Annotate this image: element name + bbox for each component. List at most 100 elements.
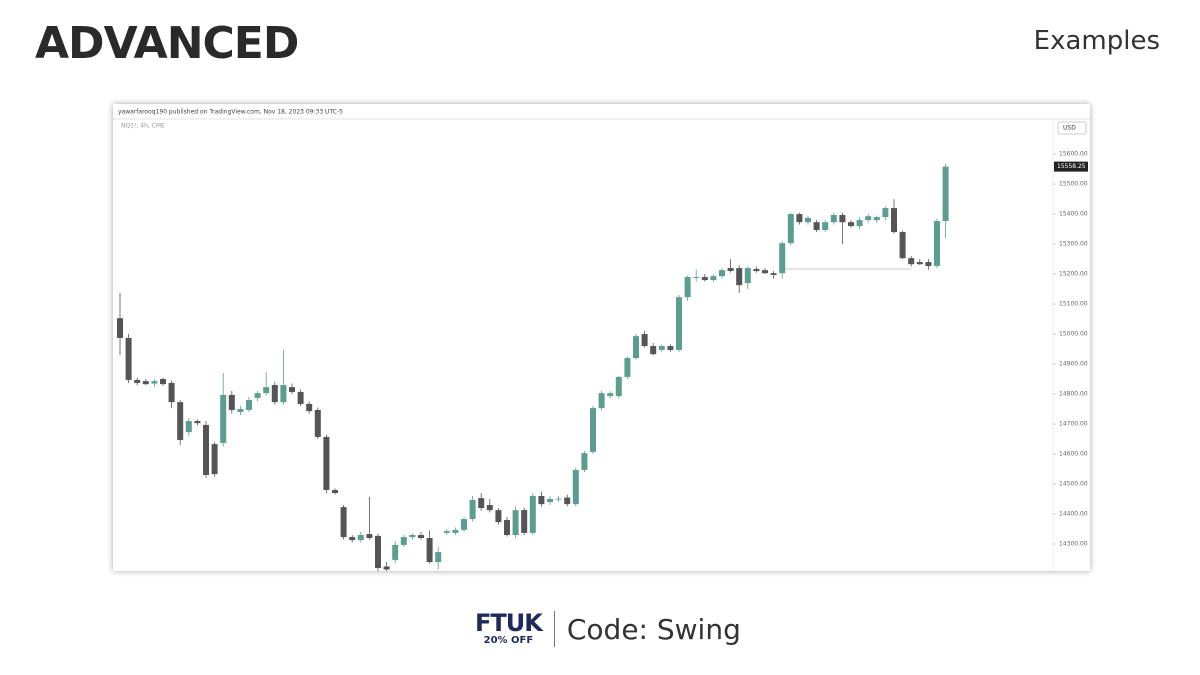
candle-body bbox=[177, 402, 184, 440]
y-tick-label: 15300.00 bbox=[1059, 241, 1088, 248]
candle-body bbox=[512, 510, 519, 536]
candle-body bbox=[762, 270, 768, 274]
candle-body bbox=[125, 337, 132, 380]
candle-body bbox=[168, 382, 175, 403]
candle-body bbox=[461, 519, 467, 530]
symbol-label: NQ1!, 4h, CME bbox=[121, 123, 165, 130]
section-label: Examples bbox=[1033, 26, 1160, 56]
candle-body bbox=[908, 258, 915, 265]
candle-body bbox=[418, 535, 424, 539]
candle-body bbox=[590, 408, 596, 452]
candle-body bbox=[684, 277, 691, 298]
candle-body bbox=[340, 507, 347, 538]
candle-body bbox=[529, 496, 536, 533]
y-tick-label: 15200.00 bbox=[1059, 271, 1088, 278]
candle-body bbox=[332, 490, 338, 494]
candle-body bbox=[297, 391, 304, 404]
y-tick-label: 14900.00 bbox=[1059, 361, 1088, 368]
candle-body bbox=[873, 217, 880, 221]
candle-body bbox=[839, 214, 846, 223]
candle-body bbox=[435, 552, 442, 563]
candle-body bbox=[615, 376, 622, 397]
candle-body bbox=[813, 222, 820, 230]
brand-name: FTUK bbox=[475, 609, 543, 637]
candle-body bbox=[650, 346, 657, 355]
promo-code: Code: Swing bbox=[566, 612, 741, 646]
candle-body bbox=[555, 498, 562, 500]
candle-body bbox=[693, 277, 700, 278]
candle-body bbox=[641, 334, 648, 347]
candle-body bbox=[770, 273, 777, 275]
candle-body bbox=[452, 529, 459, 533]
candle-body bbox=[598, 393, 605, 409]
candle-body bbox=[848, 222, 854, 227]
candle-body bbox=[676, 297, 682, 350]
candle-body bbox=[710, 276, 717, 281]
y-tick-label: 15400.00 bbox=[1059, 211, 1088, 218]
candle-body bbox=[357, 535, 364, 541]
candle-body bbox=[779, 243, 786, 274]
candle-body bbox=[658, 346, 665, 350]
candle-body bbox=[736, 268, 743, 286]
candle-body bbox=[547, 499, 553, 503]
last-price-box bbox=[1054, 161, 1088, 172]
last-price-label: 15558.25 bbox=[1057, 163, 1086, 170]
chart: yawarfarooq190 published on TradingView.… bbox=[113, 109, 1090, 571]
footer: FTUK 20% OFF Code: Swing bbox=[475, 608, 741, 650]
y-tick-label: 14500.00 bbox=[1059, 481, 1088, 488]
y-tick-label: 15600.00 bbox=[1059, 151, 1088, 158]
candle-body bbox=[891, 208, 897, 233]
candle-body bbox=[228, 394, 235, 410]
candle-body bbox=[426, 538, 433, 563]
candle-body bbox=[504, 520, 510, 536]
y-tick-label: 14800.00 bbox=[1059, 391, 1088, 398]
candle-body bbox=[237, 409, 244, 413]
candle-body bbox=[865, 216, 872, 221]
candle-body bbox=[246, 400, 252, 410]
candle-body bbox=[314, 409, 321, 437]
candle-body bbox=[349, 537, 356, 541]
candle-body bbox=[796, 214, 803, 223]
y-tick-label: 14600.00 bbox=[1059, 451, 1088, 458]
candle-body bbox=[787, 214, 794, 244]
candle-body bbox=[942, 166, 949, 221]
candle-body bbox=[572, 469, 579, 505]
candle-body bbox=[882, 208, 889, 218]
slide-title: ADVANCED bbox=[35, 18, 299, 69]
y-tick-label: 15500.00 bbox=[1059, 181, 1088, 188]
y-tick-label: 15000.00 bbox=[1059, 331, 1088, 338]
candle-body bbox=[194, 421, 201, 424]
candle-body bbox=[564, 497, 571, 505]
y-tick-label: 14400.00 bbox=[1059, 511, 1088, 518]
candle-body bbox=[306, 403, 313, 412]
candle-body bbox=[899, 232, 906, 259]
candle-body bbox=[117, 318, 123, 338]
y-tick-label: 15100.00 bbox=[1059, 301, 1088, 308]
brand-discount: 20% OFF bbox=[483, 635, 534, 646]
candle-body bbox=[916, 262, 923, 265]
candle-body bbox=[289, 387, 295, 392]
candle-body bbox=[280, 385, 287, 403]
candle-body bbox=[581, 453, 588, 470]
candle-body bbox=[925, 262, 932, 266]
candle-body bbox=[934, 220, 940, 266]
candle-body bbox=[160, 379, 166, 385]
candle-body bbox=[727, 268, 734, 272]
candle-body bbox=[744, 268, 751, 284]
candle-body bbox=[392, 544, 399, 560]
candle-body bbox=[142, 381, 149, 385]
candle-body bbox=[409, 535, 416, 538]
candle-body bbox=[400, 537, 407, 545]
candle-body bbox=[624, 358, 631, 377]
candle-body bbox=[719, 270, 725, 277]
candle-body bbox=[203, 424, 209, 476]
candle-body bbox=[607, 393, 614, 397]
candle-body bbox=[134, 379, 141, 383]
currency-box bbox=[1057, 121, 1087, 135]
attribution: yawarfarooq190 published on TradingView.… bbox=[118, 109, 343, 116]
candle-body bbox=[633, 336, 639, 359]
y-tick-label: 14700.00 bbox=[1059, 421, 1088, 428]
candle-body bbox=[185, 421, 192, 433]
candle-body bbox=[254, 393, 261, 398]
